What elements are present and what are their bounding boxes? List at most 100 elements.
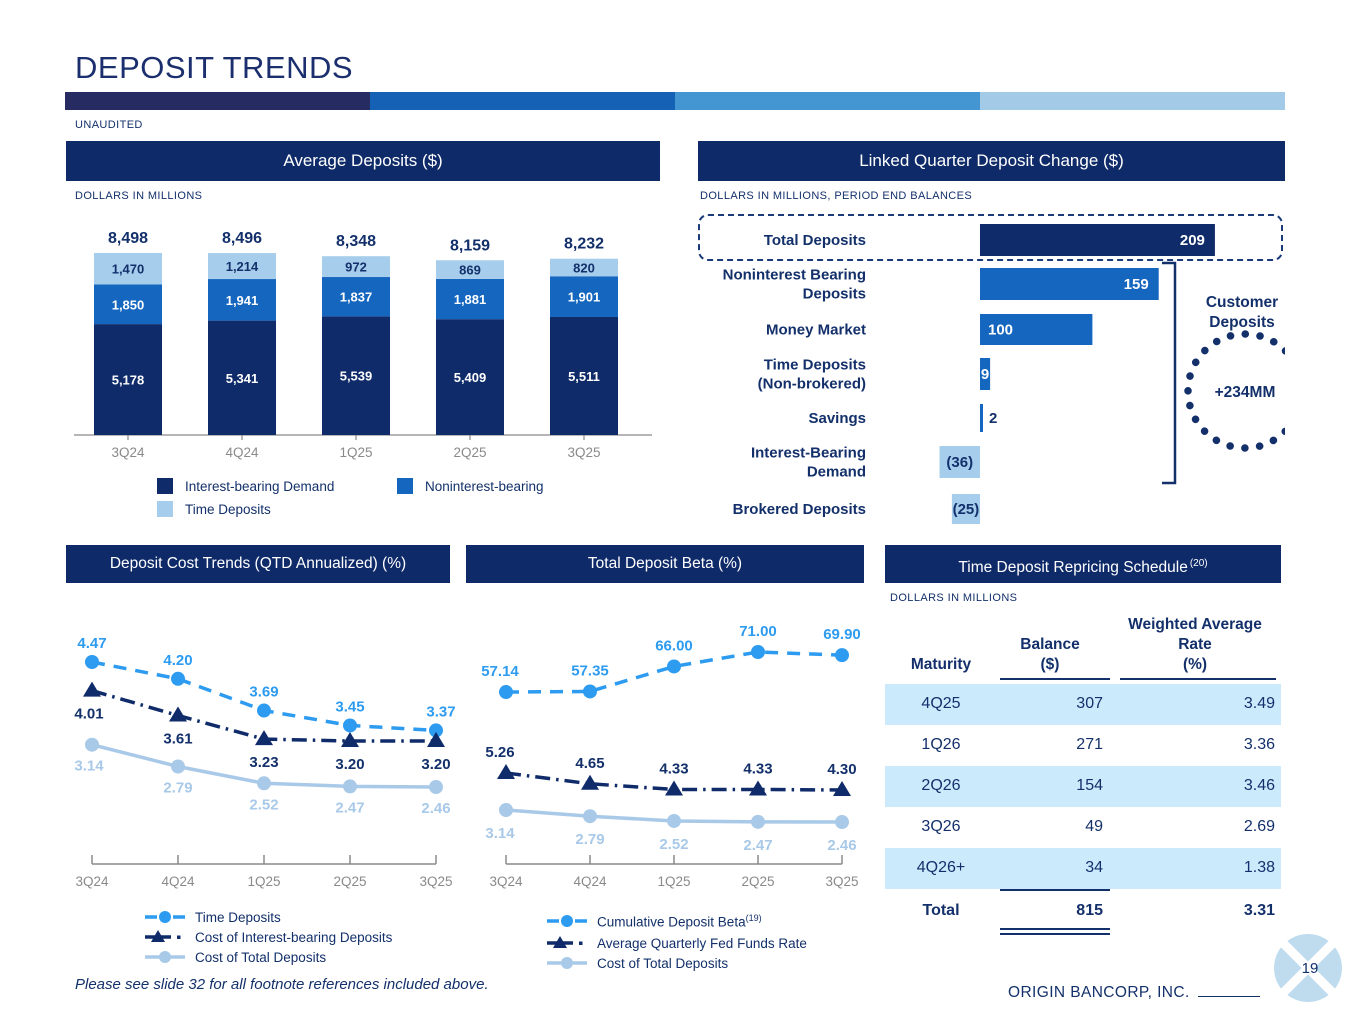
data-label: 4.01: [74, 706, 103, 723]
legend-label: Time Deposits: [185, 501, 271, 517]
avg-deposits-title: Average Deposits ($): [283, 151, 443, 170]
cost-trends-title: Deposit Cost Trends (QTD Annualized) (%): [109, 555, 407, 572]
customer-deposits-label: Customer: [1206, 294, 1278, 311]
bar-segment-label: 1,470: [112, 262, 145, 277]
triangle-marker: [83, 681, 101, 697]
deposit-beta-legend: Cumulative Deposit Beta(19) Average Quar…: [466, 905, 866, 971]
x-tick-label: 2Q25: [333, 874, 366, 889]
bar-segment-label: 5,178: [112, 373, 145, 388]
hbar-category-label: Time Deposits: [764, 357, 866, 374]
bar-segment: [208, 320, 276, 435]
data-label: 3.61: [163, 730, 192, 747]
triangle-marker: [255, 730, 273, 746]
triangle-marker: [749, 780, 767, 796]
hbar-value-label: 209: [1180, 232, 1205, 249]
triangle-marker: [169, 706, 187, 722]
linked-quarter-chart: Total Deposits 209 Noninterest Bearing Depo…: [723, 224, 1285, 524]
legend-swatch: [397, 478, 413, 494]
circle-marker: [257, 703, 271, 718]
hbar-category-label: Savings: [808, 410, 866, 427]
bar-total-label: 8,232: [564, 236, 604, 253]
bar-segment: [322, 256, 390, 278]
customer-deposits-bracket: [1162, 261, 1177, 485]
hbar-value-label: 2: [989, 410, 997, 427]
bar-segment: [550, 258, 618, 277]
bar-segment-label: 1,941: [226, 293, 259, 308]
data-label: 3.69: [249, 684, 278, 701]
table-row-stripe: [885, 684, 1281, 725]
table-rule: [1000, 889, 1110, 891]
data-label: 71.00: [739, 623, 777, 640]
hbar-category-label: (Non-brokered): [758, 376, 866, 393]
origin-logo: 19: [1272, 932, 1344, 1004]
legend-item: Cumulative Deposit Beta(19): [547, 913, 762, 930]
bar-total-label: 8,498: [108, 230, 148, 247]
data-label: 3.23: [249, 754, 278, 771]
legend-marker-triangle: [547, 936, 583, 948]
balance-cell: 307: [1076, 695, 1103, 712]
cost-trends-chart: 3Q24 4Q24 1Q25 2Q25 3Q25 4.47 4.20 3.69 3.45 3.37…: [74, 635, 455, 889]
linked-quarter-banner: Linked Quarter Deposit Change ($): [698, 141, 1285, 181]
cost-trends-legend: Time Deposits Cost of Interest-bearing D…: [66, 905, 458, 967]
x-tick-label: 1Q25: [339, 445, 372, 460]
bar-segment: [322, 277, 390, 317]
data-label: 2.47: [335, 799, 364, 816]
avg-deposits-chart: 3Q24 4Q24 1Q25 2Q25 3Q25 5,178 1,850 1,470 8,498…: [74, 230, 652, 460]
triangle-marker: [497, 764, 515, 779]
data-label: 4.30: [827, 761, 856, 778]
hbar-category-label: Brokered Deposits: [733, 501, 866, 518]
x-tick-label: 1Q25: [657, 874, 690, 889]
circle-marker: [85, 655, 99, 669]
accent-segment-2: [370, 92, 675, 110]
legend-marker-dashed-circle: [547, 915, 587, 928]
company-name: ORIGIN BANCORP, INC.: [1008, 984, 1260, 1002]
bar-segment-label: 869: [459, 263, 481, 278]
table-header: (%): [1182, 656, 1208, 673]
legend-item: Interest-bearing Demand: [157, 478, 334, 494]
deposit-beta-chart: 3Q24 4Q24 1Q25 2Q25 3Q25 57.14 57.35 66.00 71.00…: [481, 623, 861, 889]
circle-marker: [343, 779, 357, 794]
legend-item: Average Quarterly Fed Funds Rate: [547, 935, 807, 951]
x-tick-label: 3Q24: [75, 874, 109, 889]
circle-marker: [667, 813, 681, 828]
x-tick-label: 2Q25: [741, 874, 774, 889]
bar-segment: [436, 278, 504, 320]
company-underline: [1197, 996, 1260, 997]
circle-marker: [835, 815, 849, 830]
bar-total-label: 8,159: [450, 237, 490, 254]
bar-segment-label: 5,409: [454, 370, 487, 385]
repricing-title: Time Deposit Repricing Schedule: [958, 559, 1188, 577]
rate-cell: 2.69: [1243, 818, 1275, 835]
bar-total-label: 8,496: [222, 230, 262, 247]
legend-marker-solid-circle: [547, 957, 587, 969]
legend-item: Time Deposits: [145, 909, 281, 925]
triangle-marker: [833, 780, 851, 796]
legend-item: Noninterest-bearing: [397, 478, 544, 494]
circle-marker: [429, 723, 443, 738]
bar-segment-label: 5,341: [226, 371, 259, 386]
hbar-value-label: 100: [988, 322, 1013, 339]
bar-segment: [322, 316, 390, 435]
circle-marker: [499, 803, 513, 817]
total-deposits-highlight-box: [698, 214, 1283, 261]
maturity-cell: 4Q26+: [916, 859, 966, 876]
repricing-table: Maturity Balance ($) Weighted Average Rate (%…: [885, 612, 1281, 957]
repricing-title-footnote-ref: (20): [1189, 558, 1208, 569]
circle-marker: [429, 780, 443, 795]
legend-item: Time Deposits: [157, 501, 271, 517]
x-tick-label: 4Q24: [161, 874, 195, 889]
page-number: 19: [1302, 960, 1319, 977]
balance-cell: 271: [1076, 736, 1103, 753]
x-tick-label: 4Q24: [225, 445, 259, 460]
rate-cell: 3.49: [1243, 695, 1275, 712]
x-tick-label: 3Q24: [111, 445, 145, 460]
data-label: 3.20: [421, 756, 450, 773]
data-label: 2.79: [163, 779, 192, 796]
table-rule: [1120, 678, 1276, 680]
table-rule: [1000, 933, 1110, 935]
data-label: 4.33: [743, 760, 772, 777]
hbar-value-label: (36): [946, 454, 973, 471]
hbar-value-label: 159: [1124, 276, 1149, 293]
data-label: 2.79: [575, 831, 604, 848]
bar-segment: [94, 284, 162, 325]
